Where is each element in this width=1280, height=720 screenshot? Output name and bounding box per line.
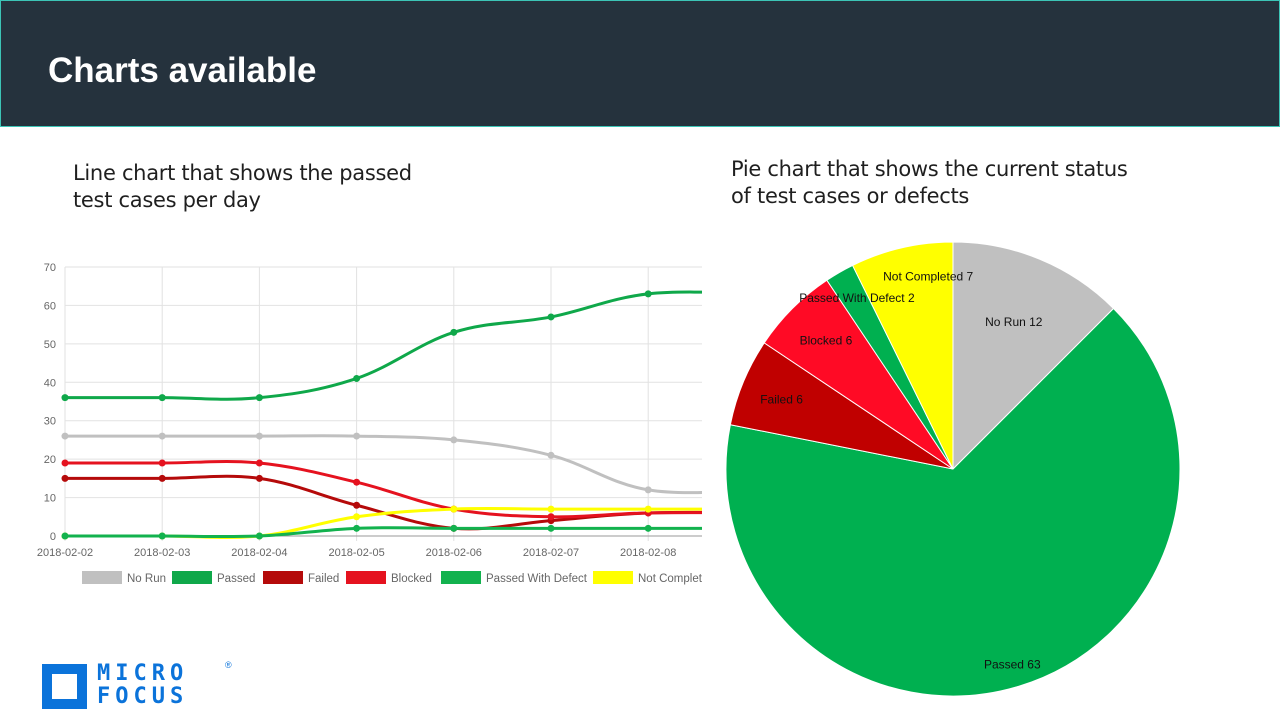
- legend-swatch: [441, 571, 481, 584]
- pie-slice-not-completed: [851, 241, 954, 470]
- series-line-passed: [64, 290, 702, 401]
- data-point: [450, 524, 458, 532]
- y-tick-label: 30: [44, 416, 56, 428]
- data-point: [353, 432, 361, 440]
- data-point: [450, 328, 458, 336]
- data-point: [255, 532, 263, 540]
- x-tick-label: 2018-02-06: [426, 547, 482, 559]
- pie-data-label: Passed With Defect 2: [799, 291, 915, 305]
- data-point: [255, 394, 263, 402]
- line-chart-caption: Line chart that shows the passed test ca…: [73, 161, 412, 212]
- y-tick-label: 50: [44, 339, 56, 351]
- y-tick-label: 20: [44, 454, 56, 466]
- data-point: [644, 505, 652, 513]
- page-title: Charts available: [48, 51, 317, 90]
- line-chart: 0 10 20 30 40 50 60 70 2018-02-02 2018-02-03 2018-…: [37, 262, 703, 585]
- y-tick-label: 60: [44, 300, 56, 312]
- micro-focus-logo: MICRO FOCUS ®: [42, 660, 242, 712]
- pie-chart: No Run 12 Passed 63 Failed 6 Blocked 6 Passe…: [725, 241, 1181, 697]
- data-point: [61, 432, 69, 440]
- y-tick-label: 10: [44, 493, 56, 505]
- data-point: [61, 474, 69, 482]
- legend-label: Not Complet: [638, 573, 703, 585]
- series-line-blocked: [65, 459, 702, 519]
- legend-swatch: [263, 571, 303, 584]
- y-tick-label: 0: [50, 531, 56, 543]
- data-point: [61, 459, 69, 467]
- pie-data-label: No Run 12: [985, 315, 1043, 329]
- logo-line-2: FOCUS: [97, 684, 189, 709]
- line-chart-grid: [64, 266, 702, 541]
- y-tick-label: 70: [44, 262, 56, 274]
- legend-swatch: [593, 571, 633, 584]
- data-point: [255, 474, 263, 482]
- data-point: [547, 313, 555, 321]
- logo-wordmark: MICRO FOCUS: [97, 662, 188, 708]
- pie-slice-no-run: [952, 241, 1115, 471]
- pie-chart-caption: Pie chart that shows the current status …: [731, 157, 1128, 208]
- logo-mark-icon: [42, 664, 87, 709]
- pie-data-label: Not Completed 7: [883, 270, 973, 284]
- data-point: [450, 436, 458, 444]
- data-point: [158, 394, 166, 402]
- legend-label: Passed: [217, 573, 255, 585]
- data-point: [255, 432, 263, 440]
- data-point: [158, 432, 166, 440]
- y-tick-label: 40: [44, 377, 56, 389]
- pie-data-label: Failed 6: [760, 393, 803, 407]
- x-tick-label: 2018-02-07: [523, 547, 579, 559]
- data-point: [353, 513, 361, 521]
- data-point: [353, 524, 361, 532]
- data-point: [255, 459, 263, 467]
- data-point: [353, 501, 361, 509]
- legend-swatch: [82, 571, 122, 584]
- data-point: [547, 451, 555, 459]
- pie-slice-passed: [725, 307, 1181, 697]
- data-point: [547, 505, 555, 513]
- legend-swatch: [172, 571, 212, 584]
- registered-mark: ®: [225, 660, 232, 670]
- data-point: [61, 532, 69, 540]
- legend-swatch: [346, 571, 386, 584]
- data-point: [158, 532, 166, 540]
- x-tick-label: 2018-02-08: [620, 547, 676, 559]
- pie-data-label: Passed 63: [984, 658, 1041, 672]
- data-point: [158, 459, 166, 467]
- x-tick-label: 2018-02-04: [231, 547, 287, 559]
- pie-data-label: Blocked 6: [800, 334, 853, 348]
- data-point: [547, 513, 555, 521]
- header-bar: Charts available: [0, 0, 1280, 127]
- data-point: [644, 486, 652, 494]
- data-point: [353, 478, 361, 486]
- legend-label: No Run: [127, 573, 166, 585]
- data-point: [547, 524, 555, 532]
- data-point: [450, 505, 458, 513]
- data-point: [61, 394, 69, 402]
- x-tick-label: 2018-02-02: [37, 547, 93, 559]
- data-point: [644, 524, 652, 532]
- x-tick-label: 2018-02-03: [134, 547, 190, 559]
- legend-label: Passed With Defect: [486, 573, 588, 585]
- legend-label: Failed: [308, 573, 339, 585]
- logo-line-1: MICRO: [97, 661, 189, 686]
- x-tick-label: 2018-02-05: [328, 547, 384, 559]
- data-point: [158, 474, 166, 482]
- data-point: [644, 290, 652, 298]
- data-point: [353, 374, 361, 382]
- legend-label: Blocked: [391, 573, 432, 585]
